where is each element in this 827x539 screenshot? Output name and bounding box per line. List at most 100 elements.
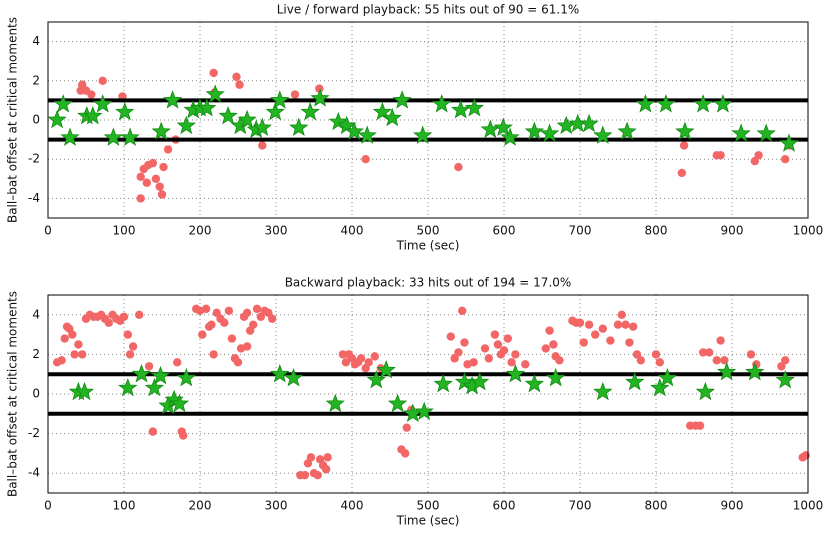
hit-star xyxy=(464,98,484,117)
hit-star xyxy=(657,368,678,387)
miss-dot xyxy=(454,162,463,172)
x-tick-label: 500 xyxy=(417,224,440,238)
hit-star xyxy=(433,373,453,393)
hit-star xyxy=(392,90,412,109)
hit-star xyxy=(144,377,165,397)
miss-dot xyxy=(549,340,558,349)
miss-dot xyxy=(364,358,373,367)
miss-dot xyxy=(555,356,564,365)
hit-star xyxy=(505,364,526,383)
x-tick-label: 700 xyxy=(569,224,592,238)
hit-star xyxy=(451,100,471,119)
y-tick-label: -2 xyxy=(28,152,40,166)
miss-dot xyxy=(338,350,348,359)
x-tick-label: 100 xyxy=(113,499,136,513)
miss-dot xyxy=(136,172,145,182)
miss-dot xyxy=(323,453,332,462)
hit-star xyxy=(176,368,196,387)
chart-title: Backward playback: 33 hits out of 194 = … xyxy=(285,276,572,290)
miss-dot xyxy=(636,356,645,365)
miss-dot xyxy=(224,306,234,316)
x-tick-label: 900 xyxy=(721,499,744,513)
miss-dot xyxy=(125,350,135,359)
miss-dot xyxy=(746,350,756,359)
miss-dot xyxy=(469,358,478,367)
hit-star xyxy=(675,121,695,140)
hit-star xyxy=(74,381,95,401)
miss-dot xyxy=(68,330,77,339)
miss-dot xyxy=(135,310,144,319)
miss-dot xyxy=(148,427,158,436)
hit-star xyxy=(524,373,545,393)
miss-dot xyxy=(179,431,188,440)
hit-star xyxy=(118,377,138,397)
miss-dot xyxy=(591,330,600,339)
hit-star xyxy=(205,84,225,103)
miss-dot xyxy=(781,356,790,365)
miss-dot xyxy=(220,318,229,327)
hit-star xyxy=(593,381,613,401)
y-tick-label: 2 xyxy=(32,73,40,87)
x-tick-label: 600 xyxy=(493,499,516,513)
y-tick-label: 0 xyxy=(32,113,40,127)
miss-dot xyxy=(480,344,490,353)
hit-star xyxy=(115,102,135,121)
miss-dot xyxy=(521,360,530,369)
hit-star xyxy=(713,94,733,113)
miss-dot xyxy=(104,318,114,327)
x-tick-label: 300 xyxy=(265,224,288,238)
hit-star xyxy=(176,115,196,135)
hit-star xyxy=(717,362,737,381)
miss-dot xyxy=(98,76,107,86)
axes-frame xyxy=(47,21,809,219)
hit-star xyxy=(779,133,799,152)
miss-dot xyxy=(242,342,252,351)
miss-dot xyxy=(151,174,161,183)
miss-dot xyxy=(268,314,277,323)
miss-dot xyxy=(705,348,714,357)
miss-dot xyxy=(575,318,585,327)
hit-star xyxy=(756,123,776,142)
hit-star xyxy=(169,393,190,413)
miss-dot xyxy=(144,362,154,371)
miss-dot xyxy=(207,320,216,329)
miss-dot xyxy=(401,449,410,458)
miss-dot xyxy=(300,470,310,480)
x-tick-label: 800 xyxy=(645,224,668,238)
hit-star xyxy=(344,121,364,140)
miss-dot xyxy=(252,304,262,314)
miss-dot xyxy=(74,340,83,349)
miss-dot xyxy=(235,80,244,89)
miss-dot xyxy=(511,350,520,359)
x-tick-label: 900 xyxy=(721,224,744,238)
miss-dot xyxy=(629,322,638,331)
miss-dot xyxy=(258,141,267,150)
chart-title: Live / forward playback: 55 hits out of … xyxy=(277,3,580,17)
hit-star xyxy=(270,364,290,383)
y-axis-label: Ball–bat offset at critical moments xyxy=(6,291,20,497)
x-tick-label: 300 xyxy=(265,499,288,513)
hit-star xyxy=(414,401,434,421)
plot-marks xyxy=(47,68,808,203)
plot-marks xyxy=(48,304,810,480)
miss-dot xyxy=(201,304,211,314)
hit-star xyxy=(237,109,257,129)
hit-star xyxy=(635,94,655,113)
miss-dot xyxy=(493,340,503,349)
miss-dot xyxy=(361,155,370,164)
hit-star xyxy=(310,88,330,107)
miss-dot xyxy=(716,336,725,345)
x-tick-label: 1000 xyxy=(793,224,824,238)
x-tick-label: 600 xyxy=(493,224,516,238)
miss-dot xyxy=(458,306,467,316)
x-tick-label: 0 xyxy=(44,499,52,513)
hit-star xyxy=(470,371,490,391)
x-tick-label: 200 xyxy=(189,499,212,513)
miss-dot xyxy=(454,348,463,357)
hit-star xyxy=(197,98,217,117)
hit-star xyxy=(539,123,560,142)
hit-star xyxy=(593,125,613,144)
hit-star xyxy=(60,127,80,146)
miss-dot xyxy=(484,354,493,363)
miss-dot xyxy=(801,451,810,460)
